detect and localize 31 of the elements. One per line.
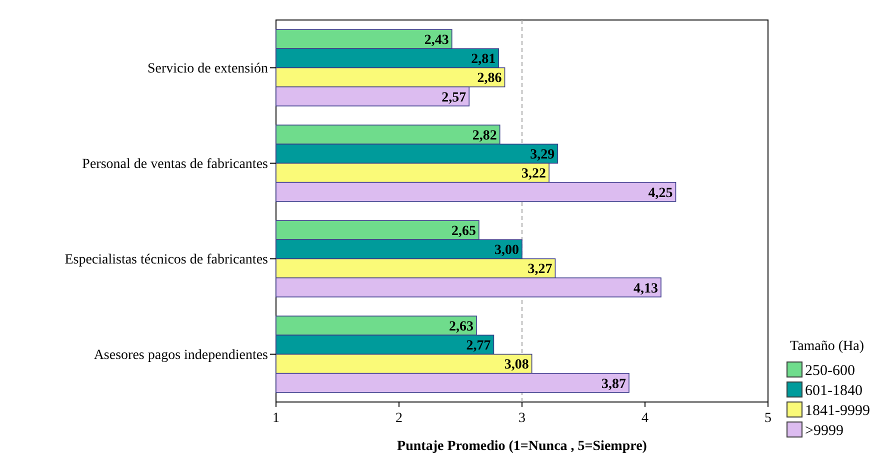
data-label: 3,29 <box>530 148 555 163</box>
data-label: 2,77 <box>466 338 491 354</box>
y-tick-label: Asesores pagos independientes <box>94 348 268 364</box>
data-label: 3,22 <box>522 166 546 182</box>
data-label: 4,25 <box>648 186 673 201</box>
data-label: 4,13 <box>633 281 658 296</box>
legend-label: 1841-9999 <box>805 403 870 419</box>
y-tick-label: Servicio de extensión <box>147 62 268 77</box>
data-label: 2,82 <box>472 128 497 144</box>
y-tick-label: Personal de ventas de fabricantes <box>82 157 268 172</box>
legend-title: Tamaño (Ha) <box>790 339 864 354</box>
x-tick-label: 2 <box>396 411 402 426</box>
data-label: 3,00 <box>494 243 519 258</box>
x-tick-label: 3 <box>518 411 526 426</box>
x-tick-label: 4 <box>642 411 648 426</box>
data-label: 3,87 <box>602 376 626 392</box>
legend-label: 601-1840 <box>805 383 862 399</box>
x-tick-label: 5 <box>764 411 772 426</box>
data-label: 2,81 <box>471 52 496 68</box>
legend-label: >9999 <box>805 423 844 439</box>
data-label: 3,27 <box>528 262 552 278</box>
x-axis-title: Puntaje Promedio (1=Nunca , 5=Siempre) <box>397 439 648 454</box>
y-tick-label: Especialistas técnicos de fabricantes <box>64 252 268 268</box>
data-label: 2,57 <box>442 90 466 106</box>
data-label: 2,65 <box>451 224 476 239</box>
x-tick-label: 1 <box>272 411 280 426</box>
data-label: 2,86 <box>477 71 502 86</box>
data-label: 3,08 <box>504 358 529 373</box>
data-label: 2,63 <box>448 320 474 334</box>
legend-label: 250-600 <box>805 363 855 379</box>
data-label: 2,43 <box>424 33 449 48</box>
